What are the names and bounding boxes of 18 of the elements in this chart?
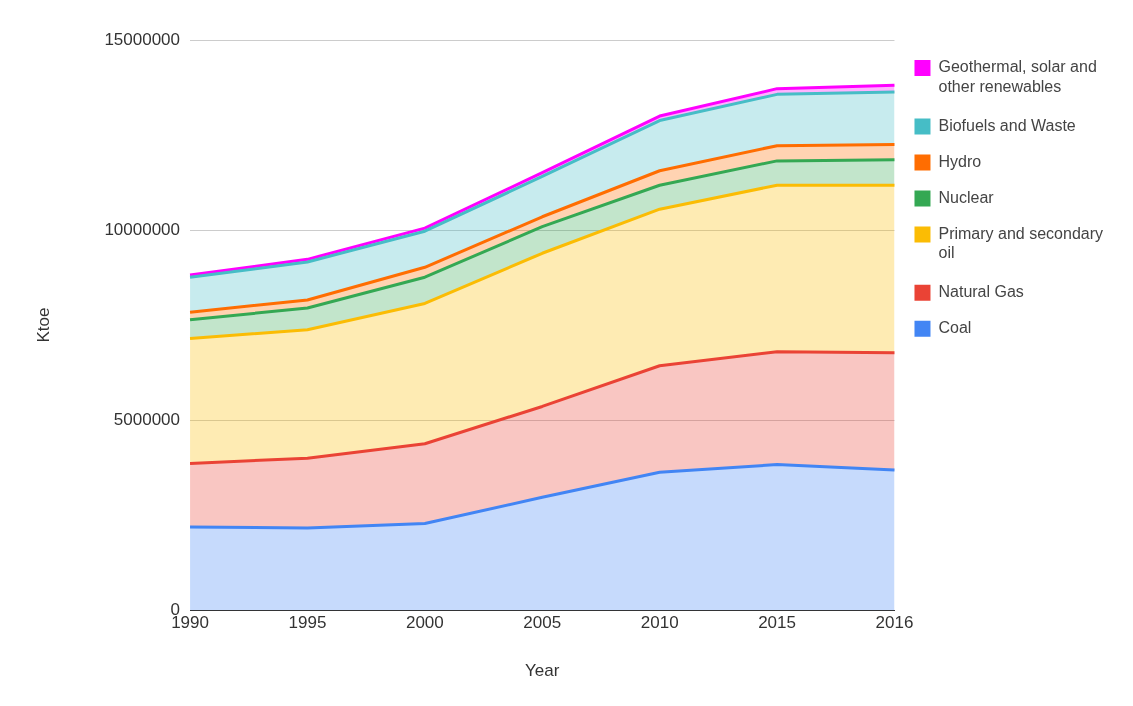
x-axis-title: Year — [525, 661, 560, 681]
legend-label: Coal — [938, 319, 972, 337]
y-axis-title: Ktoe — [33, 307, 53, 343]
legend-label: Primary and secondary oil — [938, 224, 1103, 262]
legend-label: Natural Gas — [938, 283, 1024, 301]
y-tick-label: 15000000 — [104, 29, 181, 49]
x-tick-label: 2000 — [405, 613, 444, 633]
legend-label: Nuclear — [938, 188, 995, 206]
legend-label: Hydro — [938, 152, 982, 170]
legend-label: Geothermal, solar and other renewables — [938, 58, 1097, 95]
x-tick-label: 2015 — [758, 613, 796, 633]
y-tick-label: 5000000 — [113, 409, 181, 429]
x-tick-label: 2016 — [875, 613, 914, 633]
y-tick-label: 10000000 — [104, 219, 181, 239]
x-tick-label: 2005 — [523, 613, 562, 633]
legend-label: Biofuels and Waste — [938, 116, 1076, 134]
x-tick-label: 1995 — [288, 613, 327, 633]
x-tick-label: 2010 — [640, 613, 679, 633]
